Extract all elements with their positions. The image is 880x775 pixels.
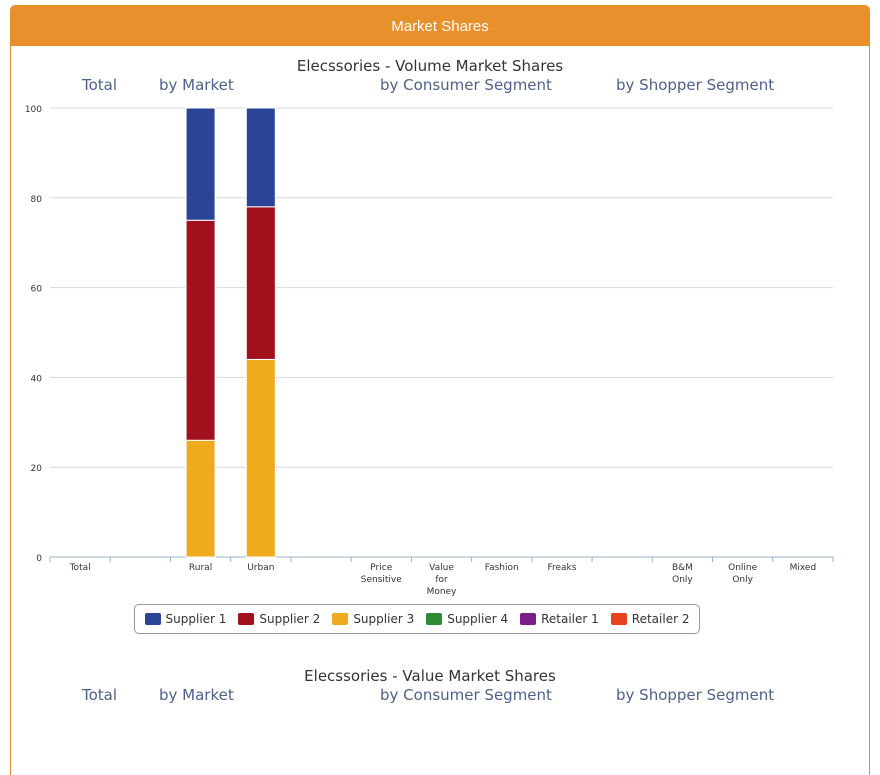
- x-tick-label: Fashion: [485, 563, 519, 573]
- value-group-label-by-shopper-segment: by Shopper Segment: [616, 686, 775, 704]
- bar-segment-supplier-1: [185, 107, 216, 221]
- bar-segment-supplier-2: [245, 206, 276, 360]
- legend-swatch: [610, 613, 627, 625]
- y-tick-label: 80: [31, 195, 43, 205]
- legend-label: Supplier 3: [353, 612, 415, 626]
- value-group-label-by-consumer-segment: by Consumer Segment: [380, 686, 552, 704]
- legend-label: Retailer 1: [541, 612, 599, 626]
- x-tick-label: Value: [429, 563, 454, 573]
- x-tick-label: for: [435, 575, 448, 585]
- legend-item[interactable]: Retailer 2: [610, 612, 690, 626]
- chart-legend: Supplier 1 Supplier 2 Supplier 3 Supplier 4…: [134, 604, 700, 634]
- x-tick-label: Total: [69, 563, 91, 573]
- group-label-by-shopper-segment: by Shopper Segment: [616, 76, 775, 94]
- legend-swatch: [520, 613, 537, 625]
- legend-label: Retailer 2: [631, 612, 690, 626]
- x-tick-label: Freaks: [547, 563, 576, 573]
- market-shares-panel: Market Shares: [10, 5, 870, 775]
- panel-title: Market Shares: [391, 17, 489, 35]
- y-tick-label: 0: [36, 554, 42, 564]
- legend-item[interactable]: Supplier 3: [332, 612, 414, 626]
- x-tick-label: Money: [427, 587, 458, 597]
- y-tick-label: 20: [31, 464, 43, 474]
- legend-item[interactable]: Supplier 1: [144, 612, 227, 626]
- group-label-total: Total: [82, 76, 118, 94]
- group-label-by-consumer-segment: by Consumer Segment: [380, 76, 552, 94]
- legend-swatch: [332, 613, 349, 625]
- panel-header: Market Shares: [11, 6, 869, 46]
- bar-segment-supplier-3: [185, 439, 216, 558]
- value-group-label-by-market: by Market: [159, 686, 234, 704]
- x-tick-label: Urban: [247, 563, 274, 573]
- legend-item[interactable]: Supplier 4: [426, 612, 508, 626]
- value-group-label-total: Total: [82, 686, 118, 704]
- bar-segment-supplier-3: [245, 358, 276, 558]
- legend-item[interactable]: Supplier 2: [238, 612, 320, 626]
- y-tick-label: 60: [31, 285, 43, 295]
- x-tick-label: Sensitive: [361, 575, 402, 585]
- volume-chart-title: Elecssories - Volume Market Shares: [296, 57, 564, 75]
- legend-label: Supplier 1: [165, 612, 227, 626]
- y-tick-label: 40: [31, 374, 43, 384]
- bar-segment-supplier-2: [185, 219, 216, 441]
- x-tick-label: Price: [370, 563, 392, 573]
- bar-segment-supplier-1: [245, 107, 276, 208]
- x-tick-label: Online: [728, 563, 757, 573]
- legend-item[interactable]: Retailer 1: [520, 612, 599, 626]
- legend-swatch: [144, 613, 161, 625]
- x-tick-label: Only: [672, 575, 693, 585]
- x-tick-label: Mixed: [790, 563, 817, 573]
- legend-label: Supplier 2: [259, 612, 321, 626]
- x-tick-label: Rural: [189, 563, 212, 573]
- group-label-by-market: by Market: [159, 76, 234, 94]
- x-tick-label: Only: [732, 575, 753, 585]
- value-chart-title: Elecssories - Value Market Shares: [304, 667, 556, 685]
- legend-swatch: [238, 613, 255, 625]
- legend-label: Supplier 4: [447, 612, 509, 626]
- x-tick-label: B&M: [672, 563, 693, 573]
- y-tick-label: 100: [25, 105, 42, 115]
- legend-swatch: [426, 613, 443, 625]
